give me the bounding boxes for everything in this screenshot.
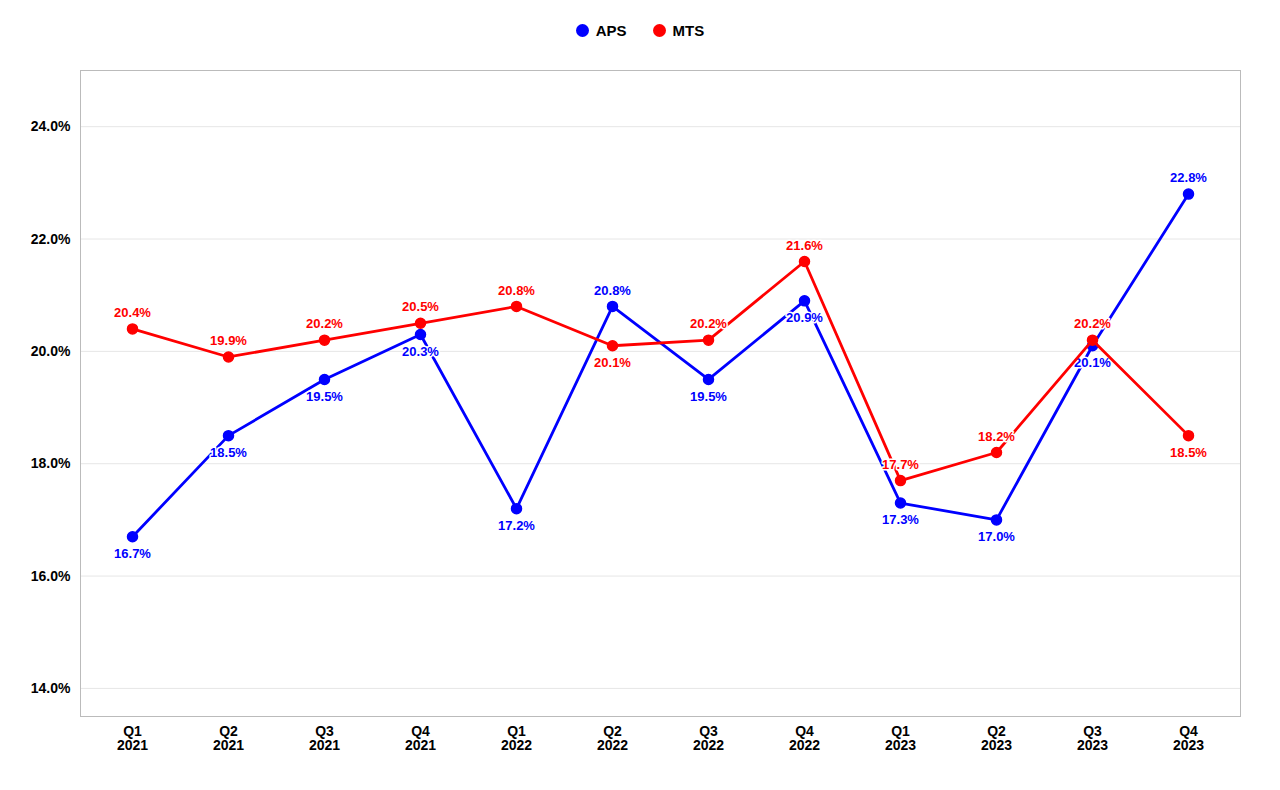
svg-text:20.8%: 20.8%: [498, 283, 535, 298]
svg-text:18.2%: 18.2%: [978, 429, 1015, 444]
svg-text:17.3%: 17.3%: [882, 512, 919, 527]
svg-text:16.0%: 16.0%: [31, 568, 71, 584]
svg-text:14.0%: 14.0%: [31, 680, 71, 696]
svg-text:20.1%: 20.1%: [594, 355, 631, 370]
svg-text:Q32022: Q32022: [693, 723, 724, 753]
svg-text:17.7%: 17.7%: [882, 457, 919, 472]
svg-text:Q22022: Q22022: [597, 723, 628, 753]
svg-text:Q22021: Q22021: [213, 723, 244, 753]
svg-text:Q32023: Q32023: [1077, 723, 1108, 753]
svg-text:Q42021: Q42021: [405, 723, 436, 753]
svg-text:18.5%: 18.5%: [210, 445, 247, 460]
svg-text:22.8%: 22.8%: [1170, 170, 1207, 185]
svg-text:20.0%: 20.0%: [31, 343, 71, 359]
svg-text:20.2%: 20.2%: [306, 316, 343, 331]
svg-text:16.7%: 16.7%: [114, 546, 151, 561]
svg-text:Q12023: Q12023: [885, 723, 916, 753]
svg-text:20.3%: 20.3%: [402, 344, 439, 359]
svg-text:20.2%: 20.2%: [690, 316, 727, 331]
svg-text:18.0%: 18.0%: [31, 455, 71, 471]
svg-text:Q12022: Q12022: [501, 723, 532, 753]
svg-text:21.6%: 21.6%: [786, 238, 823, 253]
html-text:APS: APS: [595, 21, 627, 39]
svg-text:24.0%: 24.0%: [31, 118, 71, 134]
svg-text:Q42023: Q42023: [1173, 723, 1204, 753]
svg-text:Q42022: Q42022: [789, 723, 820, 753]
svg-text:20.5%: 20.5%: [402, 299, 439, 314]
svg-text:20.2%: 20.2%: [1074, 316, 1111, 331]
svg-text:19.5%: 19.5%: [690, 389, 727, 404]
svg-text:19.5%: 19.5%: [306, 389, 343, 404]
svg-text:20.9%: 20.9%: [786, 310, 823, 325]
svg-text:20.1%: 20.1%: [1074, 354, 1111, 370]
svg-text:Q22023: Q22023: [981, 723, 1012, 753]
svg-text:Q32021: Q32021: [309, 723, 340, 753]
svg-text:18.5%: 18.5%: [1170, 445, 1207, 460]
svg-text:20.4%: 20.4%: [114, 305, 151, 320]
html-text:MTS: MTS: [672, 21, 705, 39]
svg-text:20.8%: 20.8%: [594, 283, 631, 298]
svg-text:Q12021: Q12021: [117, 723, 148, 753]
svg-text:17.2%: 17.2%: [498, 518, 535, 533]
svg-text:17.0%: 17.0%: [978, 529, 1015, 544]
svg-text:22.0%: 22.0%: [31, 231, 71, 247]
svg-text:19.9%: 19.9%: [210, 333, 247, 348]
